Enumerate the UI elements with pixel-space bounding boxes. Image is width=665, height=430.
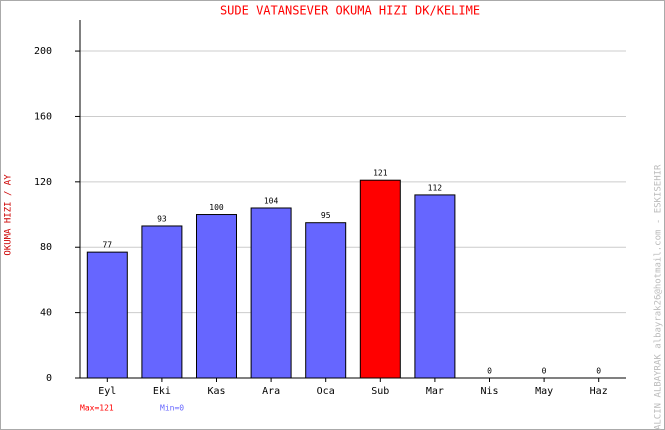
y-tick-label: 40 [40, 308, 52, 319]
y-tick-label: 80 [40, 242, 52, 253]
x-tick-label: Haz [590, 386, 608, 397]
value-label: 100 [209, 203, 224, 212]
value-label: 112 [428, 183, 443, 192]
bar [196, 214, 237, 379]
bar [141, 225, 183, 379]
value-label: 0 [487, 367, 492, 376]
chart-title: SUDE VATANSEVER OKUMA HIZI DK/KELIME [220, 4, 480, 18]
x-tick-label: Kas [207, 386, 225, 397]
bar [359, 179, 401, 379]
y-tick-label: 200 [34, 46, 52, 57]
y-tick-label: 160 [34, 111, 52, 122]
annotation: Min=0 [160, 404, 184, 413]
x-tick-label: Mar [426, 386, 444, 397]
bar [86, 251, 128, 379]
value-label: 104 [264, 196, 279, 205]
y-axis-label: OKUMA HIZI / AY [4, 174, 14, 256]
value-label: 77 [102, 241, 112, 250]
y-tick-label: 120 [34, 177, 52, 188]
x-tick-label: Ara [262, 386, 280, 397]
x-tick-label: Eki [153, 386, 171, 397]
annotation: Max=121 [80, 404, 114, 413]
x-tick-label: Eyl [98, 386, 116, 397]
x-tick-label: Sub [371, 386, 389, 397]
bar [414, 194, 456, 379]
x-tick-label: Oca [317, 386, 335, 397]
x-tick-label: Nis [480, 386, 498, 397]
bar [250, 207, 292, 379]
value-label: 0 [596, 367, 601, 376]
y-tick-label: 0 [46, 373, 52, 384]
value-label: 95 [321, 211, 331, 220]
value-label: 93 [157, 214, 167, 223]
bar [305, 222, 347, 379]
value-label: 121 [373, 169, 388, 178]
value-label: 0 [542, 367, 547, 376]
x-tick-label: May [535, 386, 553, 397]
credit: YALCIN ALBAYRAK albayrak26@hotmail.com -… [654, 164, 664, 430]
